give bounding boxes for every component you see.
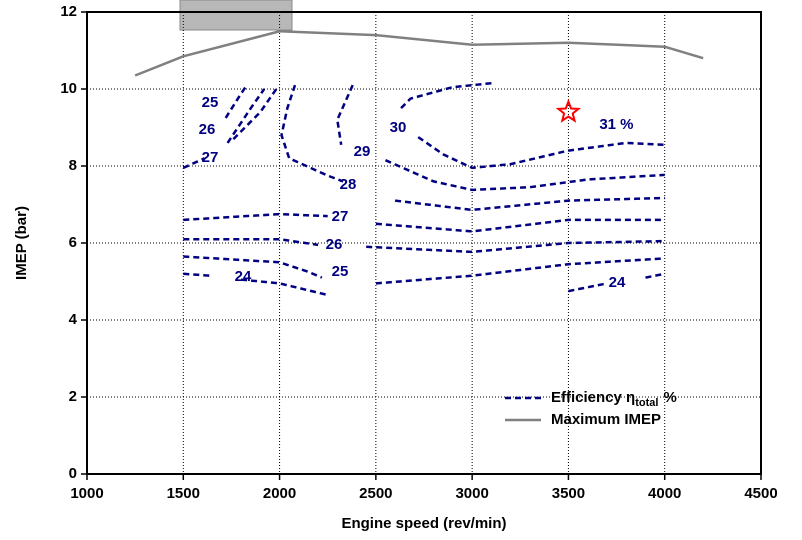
legend-label: Maximum IMEP	[551, 411, 661, 428]
x-tick-label: 3500	[552, 485, 585, 502]
efficiency-contour	[337, 85, 664, 190]
contour-label: 27	[332, 208, 349, 225]
contour-label: 26	[199, 121, 216, 138]
contour-label: 26	[326, 236, 343, 253]
contour-label: 28	[340, 176, 357, 193]
x-tick-label: 4000	[648, 485, 681, 502]
efficiency-contour	[226, 85, 247, 118]
x-tick-label: 2500	[359, 485, 392, 502]
engine-photo	[180, 0, 292, 30]
max-imep-line	[135, 31, 703, 75]
y-axis-label: IMEP (bar)	[13, 206, 30, 280]
contour-label: 25	[332, 263, 349, 280]
max-efficiency-label: 31 %	[599, 116, 633, 133]
x-tick-label: 3000	[455, 485, 488, 502]
legend-label-subscript: total	[635, 397, 658, 409]
y-tick-label: 6	[69, 234, 77, 251]
chart: Engine speed (rev/min) IMEP (bar) 1000 15…	[0, 0, 802, 540]
efficiency-contour	[183, 239, 664, 252]
y-tick-label: 12	[60, 3, 77, 20]
legend-label-suffix: %	[663, 389, 676, 406]
efficiency-contour	[183, 87, 277, 168]
legend-label-name: Efficiency η	[551, 389, 635, 406]
x-tick-label: 1000	[70, 485, 103, 502]
y-tick-label: 2	[69, 388, 77, 405]
y-tick-label: 8	[69, 157, 77, 174]
x-axis-label: Engine speed (rev/min)	[341, 515, 506, 532]
y-tick-label: 4	[69, 311, 78, 328]
y-tick-label: 10	[60, 80, 77, 97]
legend-label: Efficiency ηtotal%	[551, 389, 677, 409]
efficiency-contour	[183, 274, 327, 295]
efficiency-contour	[183, 257, 664, 284]
x-tick-label: 4500	[744, 485, 777, 502]
x-tick-label: 1500	[167, 485, 200, 502]
efficiency-contour	[228, 89, 265, 143]
contour-label: 27	[202, 149, 219, 166]
y-tick-label: 0	[69, 465, 77, 482]
contour-label: 24	[609, 274, 626, 291]
contour-label: 29	[354, 143, 371, 160]
contour-label: 25	[202, 94, 219, 111]
x-tick-label: 2000	[263, 485, 296, 502]
contour-label: 30	[390, 119, 407, 136]
contour-label: 24	[235, 268, 252, 285]
efficiency-contour	[183, 214, 664, 231]
